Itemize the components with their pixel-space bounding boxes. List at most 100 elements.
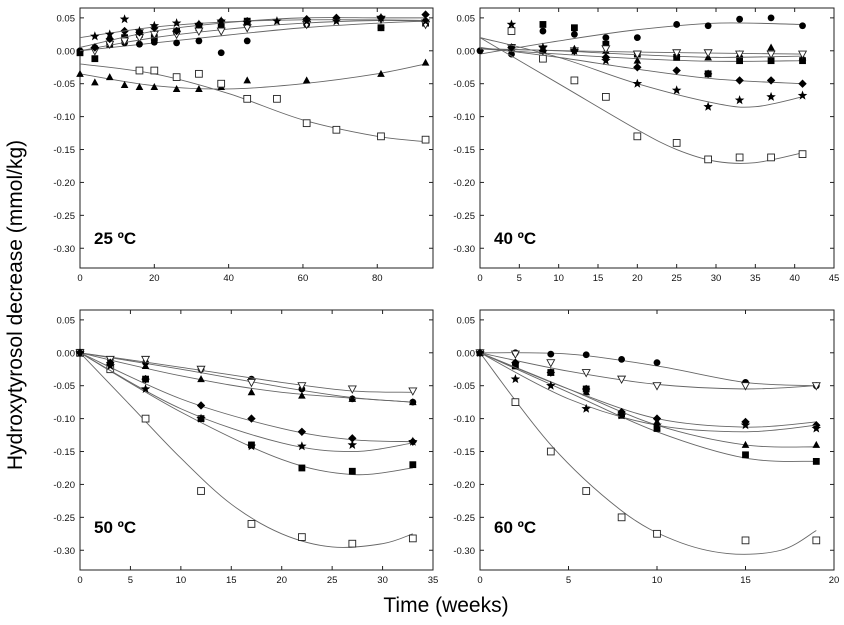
data-point-star: [811, 423, 822, 433]
data-point-triangle: [150, 82, 159, 90]
x-tick-label: 25: [671, 273, 682, 284]
data-point-diamond: [546, 368, 555, 377]
series-square: [476, 349, 820, 465]
data-point-square: [539, 21, 547, 28]
data-point-star: [246, 441, 257, 451]
y-tick-label: -0.15: [53, 145, 75, 156]
data-point-star: [797, 90, 808, 100]
data-point-diamond: [105, 34, 114, 44]
data-point-open-triangle-down: [766, 50, 776, 60]
y-tick-label: -0.05: [53, 381, 75, 392]
x-tick-label: 30: [711, 273, 722, 284]
series-square: [76, 17, 429, 63]
data-point-open-square: [767, 153, 775, 162]
data-point-open-square: [408, 534, 417, 543]
x-tick-label: 20: [149, 273, 160, 284]
data-point-open-triangle-down: [297, 382, 307, 391]
data-point-triangle: [141, 361, 150, 369]
x-tick-label: 60: [298, 273, 309, 284]
data-point-triangle: [298, 391, 306, 399]
y-tick-label: -0.20: [453, 480, 475, 491]
data-point-star: [331, 16, 342, 26]
data-point-diamond: [582, 384, 591, 394]
data-point-circle: [243, 37, 251, 45]
data-point-star: [510, 374, 521, 384]
data-point-square: [799, 57, 806, 65]
data-point-triangle: [91, 78, 99, 86]
panel-2: 0.05 0.00 -0.05 -0.10 -0.15 -0.20 -0.25 -0.30 0 5…: [453, 7, 839, 284]
fit-line: [480, 37, 803, 164]
series-open-triangle-down: [475, 349, 821, 391]
data-point-star: [149, 20, 160, 30]
data-point-star: [569, 45, 580, 55]
data-point-triangle: [120, 81, 129, 89]
data-point-star: [376, 12, 386, 22]
data-point-square: [76, 49, 84, 57]
data-point-open-triangle-down: [601, 45, 611, 54]
series-open-square: [80, 63, 430, 144]
data-point-triangle: [247, 388, 256, 396]
x-tick-label: 0: [77, 575, 82, 586]
data-point-circle: [633, 34, 641, 42]
series-triangle: [476, 348, 821, 448]
data-point-triangle: [135, 82, 144, 90]
data-point-star: [740, 420, 751, 430]
data-point-open-square: [302, 119, 311, 128]
x-tick-label: 0: [77, 273, 82, 284]
data-point-open-triangle-down: [581, 369, 591, 378]
x-tick-label: 35: [428, 575, 439, 586]
data-point-circle: [582, 351, 590, 359]
y-tick-label: 0.00: [457, 348, 476, 359]
data-point-triangle: [633, 56, 642, 64]
data-point-circle: [571, 30, 578, 38]
data-point-open-square: [197, 487, 205, 495]
data-point-open-square: [546, 447, 555, 456]
data-point-open-triangle-down: [141, 355, 151, 365]
fit-line: [80, 20, 426, 52]
data-point-open-triangle-down: [797, 50, 808, 60]
data-point-open-triangle-down: [735, 50, 745, 60]
y-tick-label: -0.05: [453, 381, 475, 392]
data-point-star: [134, 26, 145, 36]
data-point-square: [409, 461, 417, 469]
data-point-diamond: [703, 69, 713, 79]
data-point-open-triangle-down: [196, 365, 206, 375]
data-point-star: [546, 380, 556, 390]
data-point-open-square: [653, 529, 661, 538]
data-point-triangle: [421, 58, 430, 66]
y-tick-label: 0.00: [457, 46, 476, 57]
data-point-square: [91, 55, 99, 63]
data-point-star: [632, 78, 643, 88]
fit-line: [80, 19, 426, 52]
fit-line: [80, 352, 413, 443]
data-point-star: [734, 95, 745, 105]
fit-line: [480, 22, 803, 55]
data-point-open-square: [217, 79, 226, 88]
data-point-circle: [653, 359, 661, 367]
data-point-diamond: [297, 427, 307, 436]
y-tick-label: -0.20: [453, 178, 475, 189]
data-point-open-square: [273, 94, 281, 103]
data-point-circle: [217, 49, 225, 57]
data-point-open-triangle-down: [510, 350, 520, 360]
x-tick-label: 5: [128, 575, 133, 586]
data-point-diamond: [348, 434, 357, 443]
x-axis-label: Time (weeks): [383, 594, 508, 617]
fit-line: [80, 63, 426, 90]
panel-condition-label: 60 ºC: [494, 518, 536, 537]
data-point-star: [140, 383, 151, 394]
series-diamond: [75, 348, 418, 446]
data-point-open-square: [247, 520, 256, 528]
series-circle: [76, 17, 429, 57]
y-tick-label: -0.05: [453, 79, 475, 90]
panel-condition-label: 50 ºC: [94, 518, 136, 537]
data-point-star: [272, 16, 282, 26]
data-point-open-triangle-down: [216, 27, 226, 36]
data-point-star: [506, 19, 517, 29]
data-point-star: [347, 439, 358, 449]
data-point-star: [90, 31, 100, 41]
data-point-open-triangle-down: [652, 382, 662, 391]
data-point-open-triangle-down: [672, 49, 682, 58]
fit-line: [80, 19, 426, 39]
y-tick-label: 0.05: [457, 13, 476, 24]
